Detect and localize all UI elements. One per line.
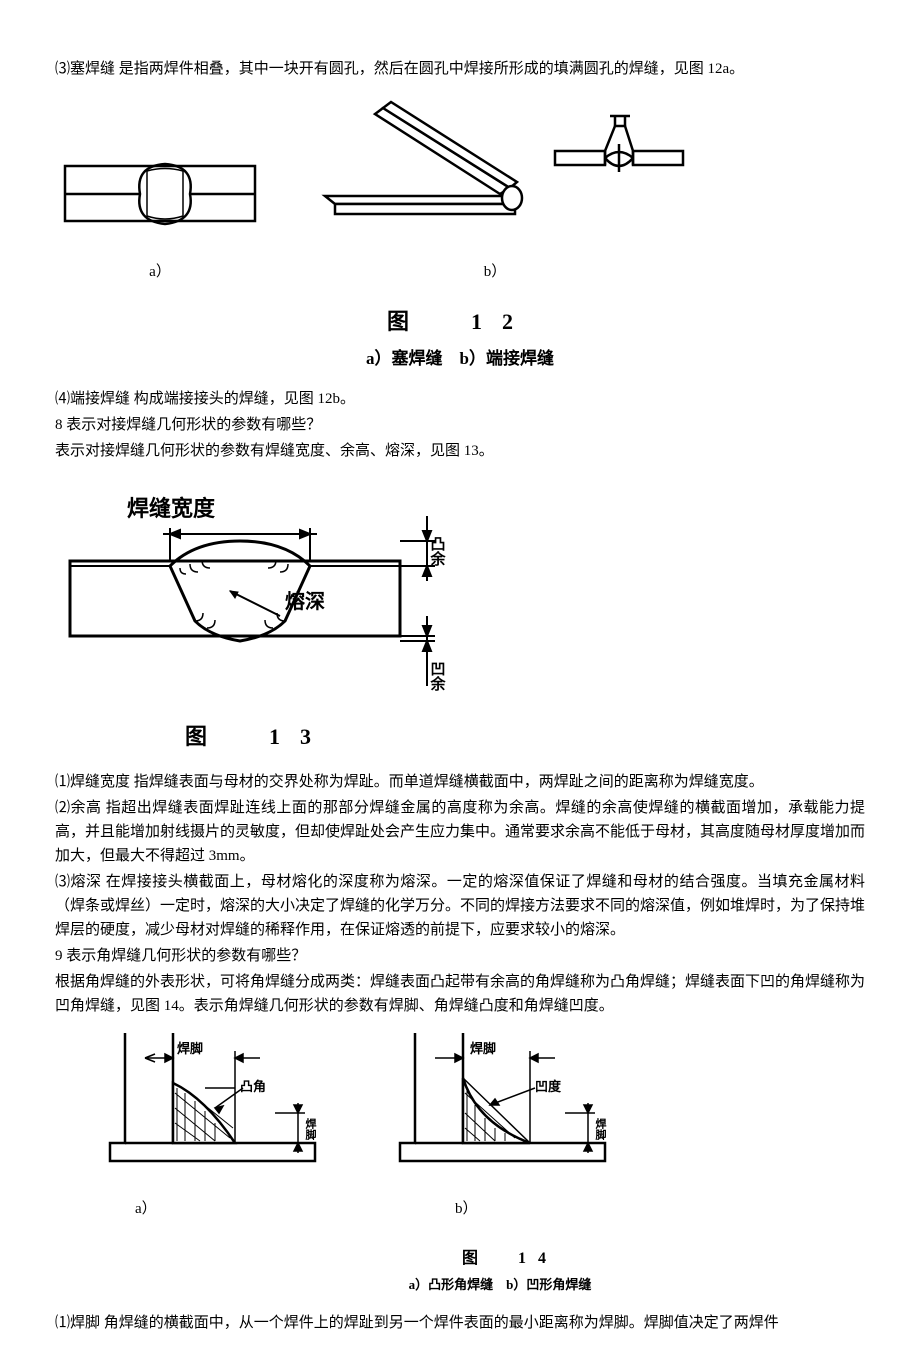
fig14-title: 图 14 <box>155 1246 865 1272</box>
fig14a-label: a） <box>135 1197 335 1221</box>
fig12-b: b） <box>305 96 685 284</box>
paragraph-12: ⑴焊脚 角焊缝的横截面中，从一个焊件上的焊趾到另一个焊件表面的最小距离称为焊脚。… <box>55 1311 865 1335</box>
fig12a-label: a） <box>55 260 265 284</box>
paragraph-4: ⑷端接焊缝 构成端接接头的焊缝，见图 12b。 <box>55 387 865 411</box>
fig14a-side-label: 焊脚 <box>304 1116 317 1140</box>
fig12-subtitle: a）塞焊缝 b）端接焊缝 <box>55 345 865 372</box>
figure-14: 焊脚 凸角 焊脚 a） <box>55 1033 865 1296</box>
fig13-label-width: 焊缝宽度 <box>127 496 216 521</box>
fig14-subtitle: a）凸形角焊缝 b）凹形角焊缝 <box>135 1275 865 1296</box>
fig14b-side-label: 焊脚 <box>594 1116 607 1140</box>
fig14b-svg: 焊脚 凹度 焊脚 <box>395 1033 625 1183</box>
fig14a-convex-label: 凸角 <box>240 1079 266 1094</box>
fig12-a: a） <box>55 146 265 284</box>
paragraph-3: ⑶塞焊缝 是指两焊件相叠，其中一块开有圆孔，然后在圆孔中焊接所形成的填满圆孔的焊… <box>55 57 865 81</box>
fig12a-svg <box>55 146 265 246</box>
paragraph-8: ⑵余高 指超出焊缝表面焊趾连线上面的那部分焊缝金属的高度称为余高。焊缝的余高使焊… <box>55 796 865 868</box>
fig14a-svg: 焊脚 凸角 焊脚 <box>105 1033 335 1183</box>
paragraph-11: 根据角焊缝的外表形状，可将角焊缝分成两类：焊缝表面凸起带有余高的角焊缝称为凸角焊… <box>55 970 865 1018</box>
fig12b-svg <box>305 96 685 246</box>
paragraph-9: ⑶熔深 在焊接接头横截面上，母材熔化的深度称为熔深。一定的熔深值保证了焊缝和母材… <box>55 870 865 942</box>
fig14-b: 焊脚 凹度 焊脚 b） <box>395 1033 625 1221</box>
fig13-label-top: 凸余 <box>429 536 447 567</box>
fig12b-label: b） <box>305 260 685 284</box>
paragraph-6: 表示对接焊缝几何形状的参数有焊缝宽度、余高、熔深，见图 13。 <box>55 439 865 463</box>
fig13-label-depth: 熔深 <box>285 589 325 613</box>
fig14b-label: b） <box>455 1197 625 1221</box>
figure-12: a） <box>55 96 865 372</box>
fig12-title: 图 12 <box>55 304 865 339</box>
fig13-label-bottom: 凹余 <box>429 661 447 692</box>
fig13-title: 图 13 <box>185 719 865 754</box>
figure-13: 焊缝宽度 熔深 凸余 凹余 图 13 <box>55 478 865 754</box>
paragraph-7: ⑴焊缝宽度 指焊缝表面与母材的交界处称为焊趾。而单道焊缝横截面中，两焊趾之间的距… <box>55 770 865 794</box>
fig14a-leg-label: 焊脚 <box>177 1041 203 1056</box>
fig13-svg: 焊缝宽度 熔深 凸余 凹余 <box>55 486 455 696</box>
paragraph-10: 9 表示角焊缝几何形状的参数有哪些？ <box>55 944 865 968</box>
fig14b-concave-label: 凹度 <box>535 1079 562 1094</box>
fig14-a: 焊脚 凸角 焊脚 a） <box>105 1033 335 1221</box>
fig14b-leg-label: 焊脚 <box>470 1041 496 1056</box>
paragraph-5: 8 表示对接焊缝几何形状的参数有哪些？ <box>55 413 865 437</box>
